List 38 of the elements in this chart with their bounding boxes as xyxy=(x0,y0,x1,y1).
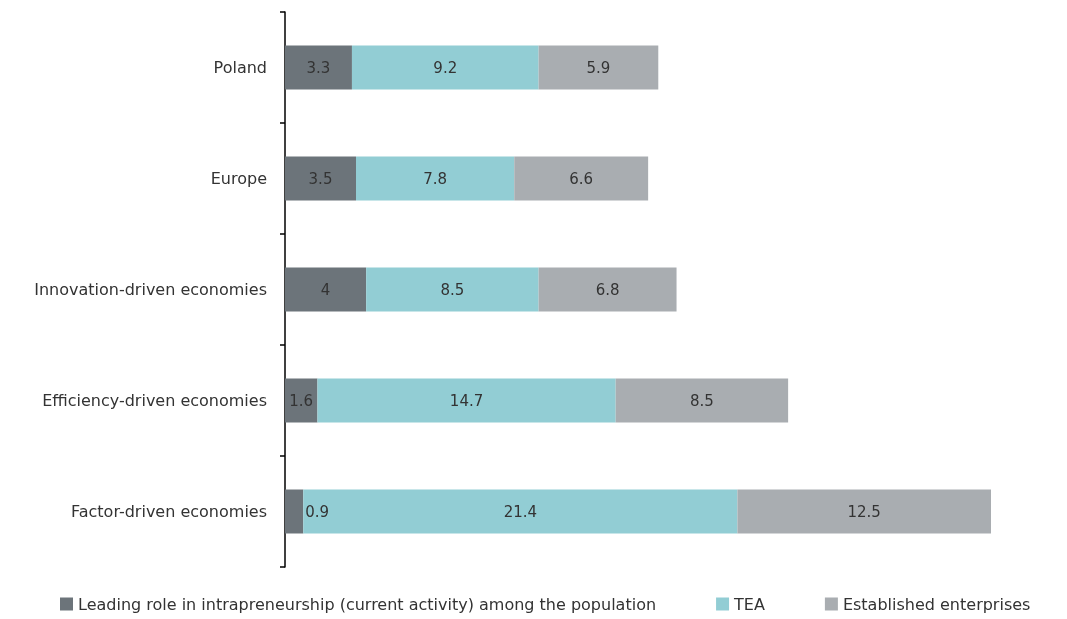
bar xyxy=(303,489,738,534)
bar xyxy=(285,156,357,201)
data-label: 14.7 xyxy=(449,391,484,410)
data-label: 6.6 xyxy=(569,169,594,188)
bar xyxy=(285,45,352,90)
data-label: 21.4 xyxy=(503,502,538,521)
legend-label: TEA xyxy=(733,594,765,614)
y-tick-label: Poland xyxy=(213,58,267,77)
bar xyxy=(514,156,649,201)
data-label: 4 xyxy=(320,280,331,299)
bar xyxy=(538,267,677,312)
data-label: 1.6 xyxy=(289,391,314,410)
bar xyxy=(285,378,318,423)
y-tick-label: Factor-driven economies xyxy=(70,502,267,521)
y-tick-label: Innovation-driven economies xyxy=(34,280,267,299)
data-label: 8.5 xyxy=(440,280,465,299)
data-label: 12.5 xyxy=(847,502,881,521)
bar xyxy=(285,489,304,534)
data-label: 3.3 xyxy=(306,58,331,77)
bar xyxy=(737,489,991,534)
bar xyxy=(285,267,367,312)
bar xyxy=(317,378,616,423)
bar xyxy=(538,45,659,90)
bar xyxy=(366,267,539,312)
legend-label: Leading role in intrapreneurship (current activity) among the population xyxy=(78,594,657,614)
y-tick-label: Europe xyxy=(210,169,267,188)
legend-label: Established enterprises xyxy=(842,594,1031,614)
data-label: 8.5 xyxy=(689,391,714,410)
data-label: 0.9 xyxy=(305,502,330,521)
y-tick-label: Efficiency-driven economies xyxy=(42,391,267,410)
bar xyxy=(615,378,789,423)
bar xyxy=(356,156,515,201)
data-label: 6.8 xyxy=(595,280,620,299)
bar xyxy=(351,45,539,90)
data-label: 9.2 xyxy=(433,58,458,77)
data-label: 5.9 xyxy=(586,58,611,77)
data-label: 7.8 xyxy=(423,169,448,188)
data-label: 3.5 xyxy=(308,169,333,188)
